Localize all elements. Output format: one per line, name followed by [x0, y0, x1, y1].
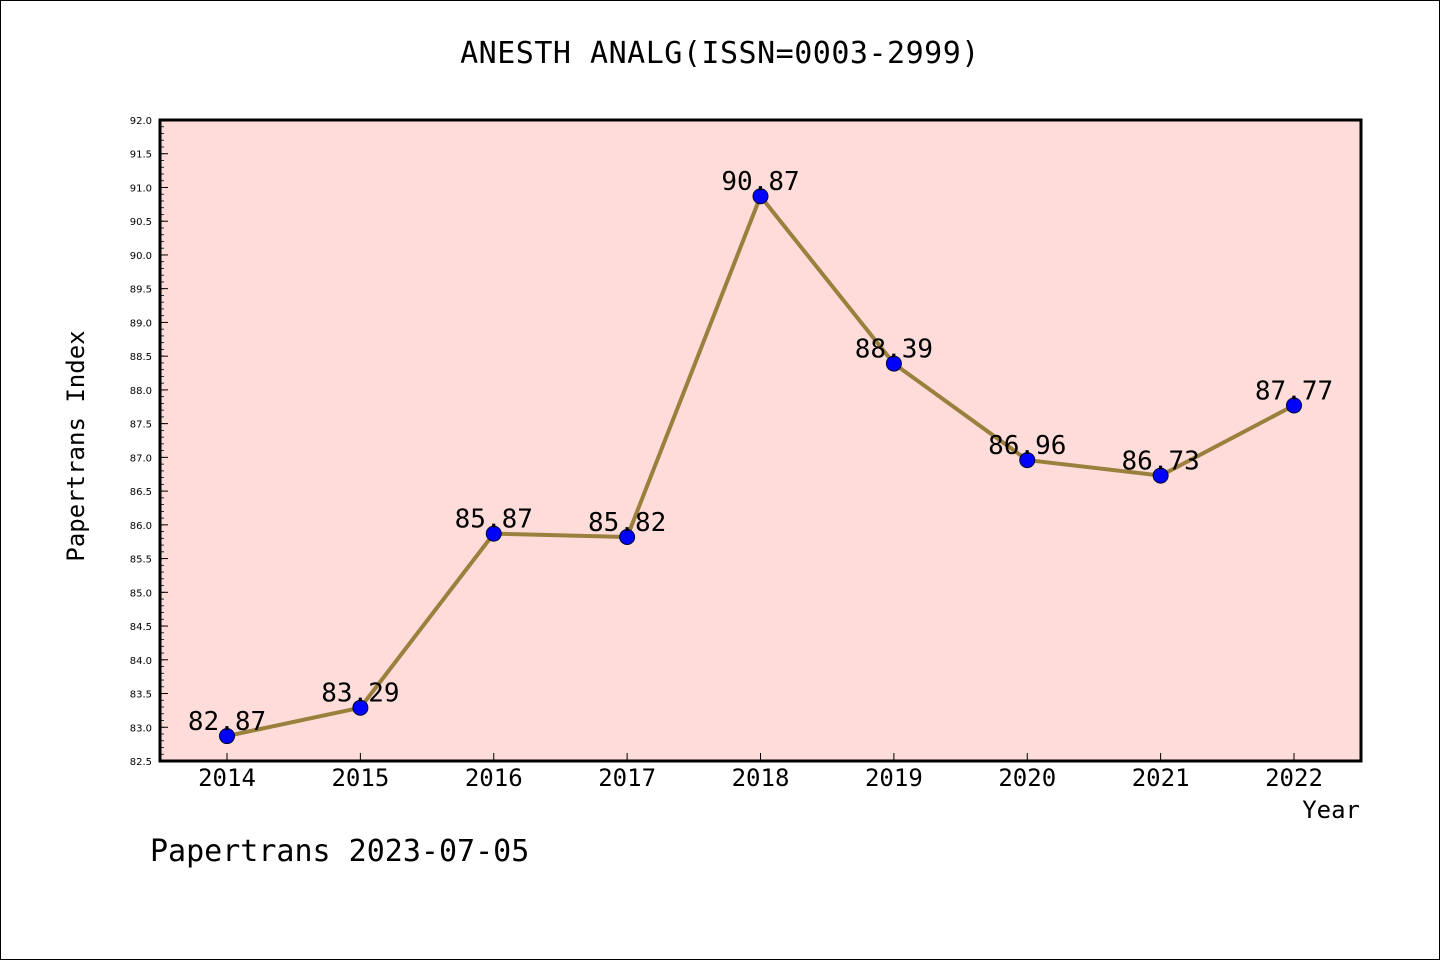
- data-point: [885, 355, 902, 372]
- x-tick-label: 2019: [865, 764, 923, 792]
- plot-border: [158, 118, 1363, 763]
- data-point: [619, 528, 636, 545]
- data-label: 85.87: [455, 505, 533, 535]
- data-label: 87.77: [1255, 376, 1333, 406]
- footer-text: Papertrans 2023-07-05: [150, 834, 530, 869]
- y-tick-label: 84.0: [130, 656, 152, 667]
- y-tick-label: 92.0: [130, 116, 152, 127]
- y-tick-label: 90.0: [130, 251, 152, 262]
- y-tick-label: 91.0: [130, 183, 152, 194]
- y-tick-label: 88.5: [130, 352, 152, 363]
- data-label: 86.96: [988, 431, 1066, 461]
- y-tick-label: 88.0: [130, 386, 152, 397]
- data-label: 88.39: [855, 335, 933, 365]
- y-tick-label: 89.0: [130, 318, 152, 329]
- data-point: [219, 728, 235, 745]
- y-tick-label: 84.5: [130, 622, 152, 633]
- data-point: [752, 188, 769, 205]
- data-point: [1152, 467, 1169, 484]
- data-point: [352, 699, 369, 716]
- y-tick-label: 86.5: [130, 487, 152, 498]
- y-tick-label: 90.5: [130, 217, 152, 228]
- data-label: 86.73: [1121, 447, 1199, 477]
- data-label: 83.29: [321, 679, 399, 709]
- y-tick-label: 87.5: [130, 420, 152, 431]
- x-axis-title: Year: [1302, 796, 1360, 824]
- data-label: 82.87: [188, 707, 266, 737]
- x-tick-label: 2016: [465, 764, 523, 792]
- x-tick-label: 2022: [1265, 764, 1323, 792]
- y-tick-label: 91.5: [130, 150, 152, 161]
- y-tick-label: 85.0: [130, 588, 152, 599]
- data-point: [1019, 452, 1036, 469]
- data-point: [485, 525, 502, 542]
- y-tick-label: 86.0: [130, 521, 152, 532]
- x-tick-label: 2020: [998, 764, 1056, 792]
- chart-title: ANESTH ANALG(ISSN=0003-2999): [460, 36, 980, 71]
- y-tick-label: 82.5: [130, 757, 152, 768]
- y-tick-label: 83.0: [130, 723, 152, 734]
- data-label: 90.87: [721, 167, 799, 197]
- y-tick-label: 89.5: [130, 285, 152, 296]
- data-point: [1286, 397, 1302, 414]
- y-tick-label: 87.0: [130, 453, 152, 464]
- x-tick-label: 2021: [1132, 764, 1190, 792]
- plot-area: [160, 120, 1361, 761]
- data-label: 85.82: [588, 508, 666, 538]
- y-tick-label: 83.5: [130, 690, 152, 701]
- x-tick-label: 2018: [732, 764, 790, 792]
- y-tick-label: 85.5: [130, 555, 152, 566]
- x-tick-label: 2015: [331, 764, 389, 792]
- x-tick-label: 2014: [198, 764, 256, 792]
- x-tick-label: 2017: [598, 764, 656, 792]
